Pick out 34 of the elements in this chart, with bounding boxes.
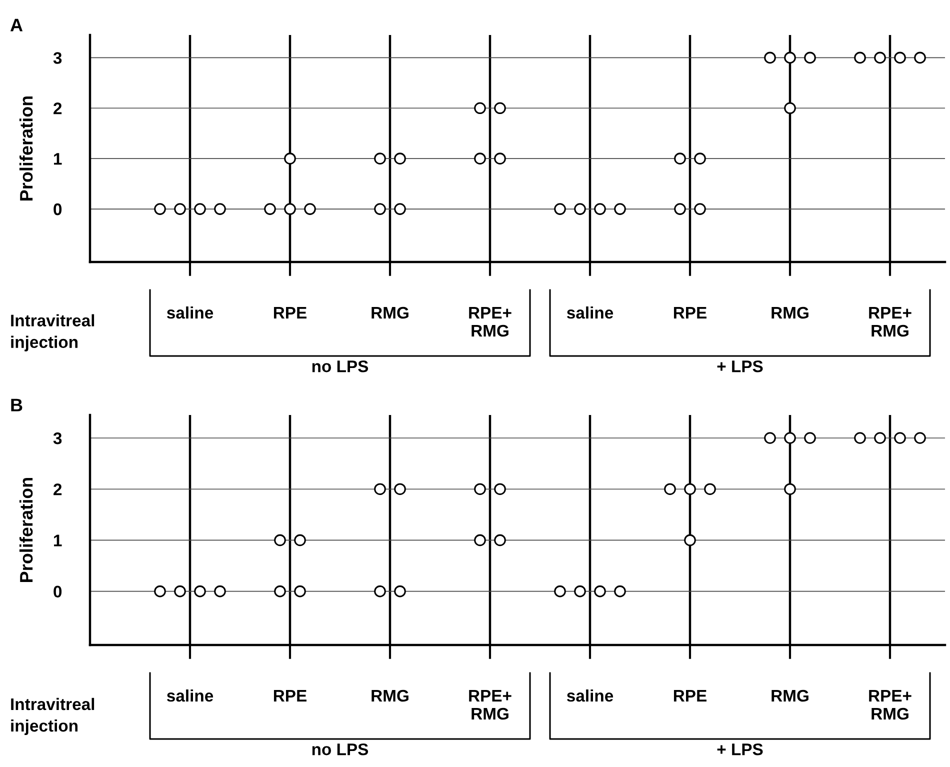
x-tick-label: RMG: [772, 306, 808, 319]
y-tick-label: 1: [54, 153, 62, 165]
y-tick-label: 2: [54, 102, 62, 114]
x-tick-label: saline: [166, 306, 214, 319]
x-axis-title: Intravitreal injection: [11, 314, 94, 352]
text: + LPS: [717, 743, 763, 756]
x-tick-label: RPE: [274, 690, 306, 702]
x-tick-label: RPE+ RMG: [469, 690, 512, 720]
x-tick-label: RPE+ RMG: [869, 307, 912, 337]
x-tick-label: RMG: [372, 690, 408, 702]
x-tick-label: RPE: [674, 307, 706, 319]
y-tick-label: 3: [53, 432, 62, 444]
text: + LPS: [717, 360, 763, 372]
x-tick-label: RPE: [674, 690, 706, 702]
y-axis-title: Proliferation: [19, 478, 33, 582]
x-tick-label: RPE: [274, 307, 306, 319]
x-tick-label: RMG: [772, 690, 808, 702]
y-tick-label: 0: [54, 586, 62, 598]
y-tick-label: 1: [54, 534, 62, 546]
text: no LPS: [312, 743, 368, 756]
y-tick-label: 0: [54, 203, 62, 216]
x-tick-label: saline: [566, 689, 614, 702]
chart-title: A: [10, 18, 23, 32]
y-tick-label: 3: [53, 52, 62, 64]
chart-title: B: [11, 398, 22, 412]
x-tick-label: RPE+ RMG: [869, 690, 912, 720]
x-tick-label: RPE+ RMG: [469, 307, 512, 337]
x-tick-label: RMG: [372, 306, 408, 319]
x-axis-title: Intravitreal injection: [11, 698, 94, 736]
text: no LPS: [312, 360, 368, 372]
x-tick-label: saline: [566, 306, 614, 319]
y-tick-label: 2: [54, 484, 62, 496]
y-axis-title: Proliferation: [19, 96, 33, 200]
x-tick-label: saline: [166, 689, 214, 702]
